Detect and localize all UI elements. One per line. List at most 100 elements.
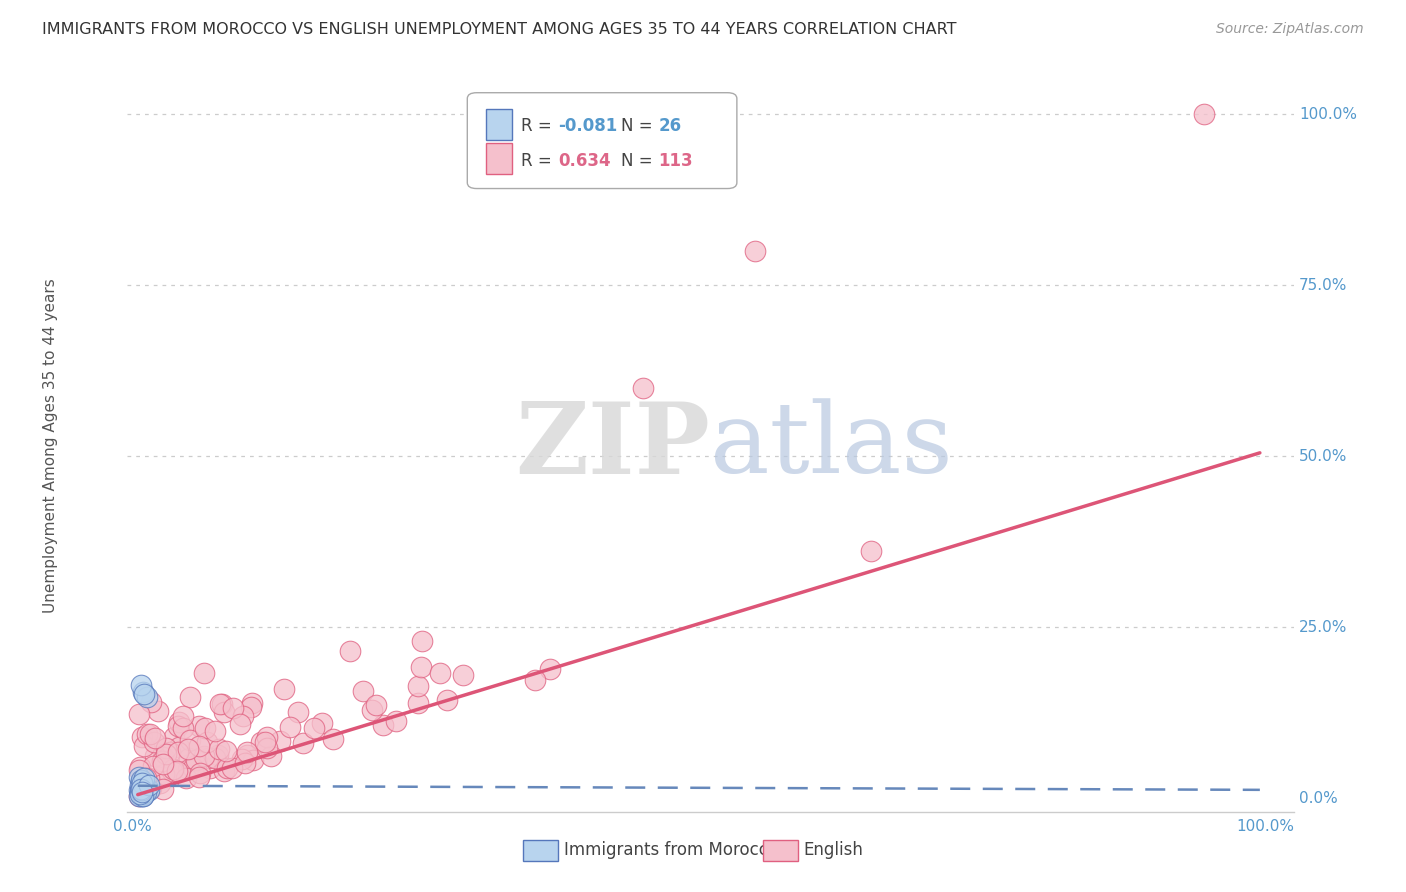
Point: [1192, 107, 1215, 121]
Text: N =: N =: [621, 118, 658, 136]
Text: R =: R =: [522, 118, 557, 136]
Point: [197, 751, 219, 765]
Point: [242, 754, 264, 768]
Point: [859, 544, 882, 558]
Point: [339, 643, 361, 657]
FancyBboxPatch shape: [523, 840, 558, 861]
Point: [150, 754, 173, 768]
Point: [411, 634, 433, 648]
Point: [131, 785, 153, 799]
Point: [132, 778, 155, 792]
Point: [155, 747, 177, 761]
Point: [143, 731, 166, 746]
Text: 0.634: 0.634: [558, 152, 612, 169]
FancyBboxPatch shape: [486, 109, 512, 139]
Point: [302, 721, 325, 735]
FancyBboxPatch shape: [762, 840, 797, 861]
Point: [129, 678, 152, 692]
Point: [436, 692, 458, 706]
Point: [138, 778, 160, 792]
Text: Source: ZipAtlas.com: Source: ZipAtlas.com: [1216, 22, 1364, 37]
Point: [166, 719, 188, 733]
Point: [139, 781, 162, 796]
Point: [209, 697, 232, 711]
Point: [198, 761, 221, 775]
Point: [240, 700, 263, 714]
Point: [214, 705, 236, 719]
Point: [128, 770, 150, 784]
Point: [269, 734, 291, 748]
Point: [193, 749, 215, 764]
Point: [322, 732, 344, 747]
Point: [249, 735, 271, 749]
Point: [132, 771, 155, 785]
Point: [167, 714, 190, 729]
Point: [139, 727, 162, 741]
Point: [187, 719, 209, 733]
Point: [373, 718, 395, 732]
Point: [409, 660, 432, 674]
FancyBboxPatch shape: [467, 93, 737, 188]
Point: [352, 683, 374, 698]
Point: [142, 759, 165, 773]
Text: R =: R =: [522, 152, 557, 169]
Point: [174, 771, 197, 785]
Text: ZIP: ZIP: [515, 398, 710, 494]
Point: [240, 696, 263, 710]
Point: [538, 661, 561, 675]
Point: [131, 782, 153, 797]
Point: [429, 666, 451, 681]
Point: [254, 735, 277, 749]
Point: [215, 761, 238, 775]
Point: [631, 381, 654, 395]
Point: [215, 744, 238, 758]
Text: 26: 26: [658, 118, 682, 136]
Point: [233, 756, 256, 770]
Point: [131, 783, 153, 797]
Point: [385, 714, 408, 728]
Point: [129, 780, 152, 794]
Point: [181, 761, 204, 775]
Point: [167, 739, 190, 754]
Point: [256, 740, 278, 755]
Point: [280, 720, 302, 734]
Point: [195, 734, 218, 748]
Point: [188, 766, 211, 780]
Point: [287, 705, 309, 719]
Text: atlas: atlas: [710, 398, 953, 494]
Point: [129, 789, 152, 803]
Point: [360, 703, 382, 717]
Point: [135, 690, 157, 704]
Point: [152, 782, 174, 797]
Point: [128, 783, 150, 797]
Point: [135, 785, 157, 799]
Point: [188, 739, 211, 753]
Text: Unemployment Among Ages 35 to 44 years: Unemployment Among Ages 35 to 44 years: [44, 278, 58, 614]
Text: 50.0%: 50.0%: [1299, 449, 1347, 464]
Point: [177, 742, 200, 756]
Text: IMMIGRANTS FROM MOROCCO VS ENGLISH UNEMPLOYMENT AMONG AGES 35 TO 44 YEARS CORREL: IMMIGRANTS FROM MOROCCO VS ENGLISH UNEMP…: [42, 22, 956, 37]
Point: [136, 779, 159, 793]
Point: [152, 750, 174, 764]
Text: 100.0%: 100.0%: [1299, 107, 1357, 122]
Point: [208, 742, 231, 756]
Point: [129, 784, 152, 798]
Point: [408, 679, 430, 693]
Point: [184, 758, 207, 772]
Point: [139, 695, 162, 709]
FancyBboxPatch shape: [486, 144, 512, 174]
Text: 75.0%: 75.0%: [1299, 277, 1347, 293]
Point: [142, 735, 165, 749]
Point: [128, 707, 150, 722]
Point: [236, 745, 259, 759]
Point: [167, 745, 190, 759]
Point: [138, 783, 160, 797]
Point: [131, 776, 153, 790]
Point: [132, 789, 155, 803]
Point: [273, 682, 295, 697]
Point: [744, 244, 766, 259]
Point: [177, 750, 200, 764]
Point: [135, 726, 157, 740]
Point: [232, 708, 254, 723]
Point: [194, 721, 217, 735]
